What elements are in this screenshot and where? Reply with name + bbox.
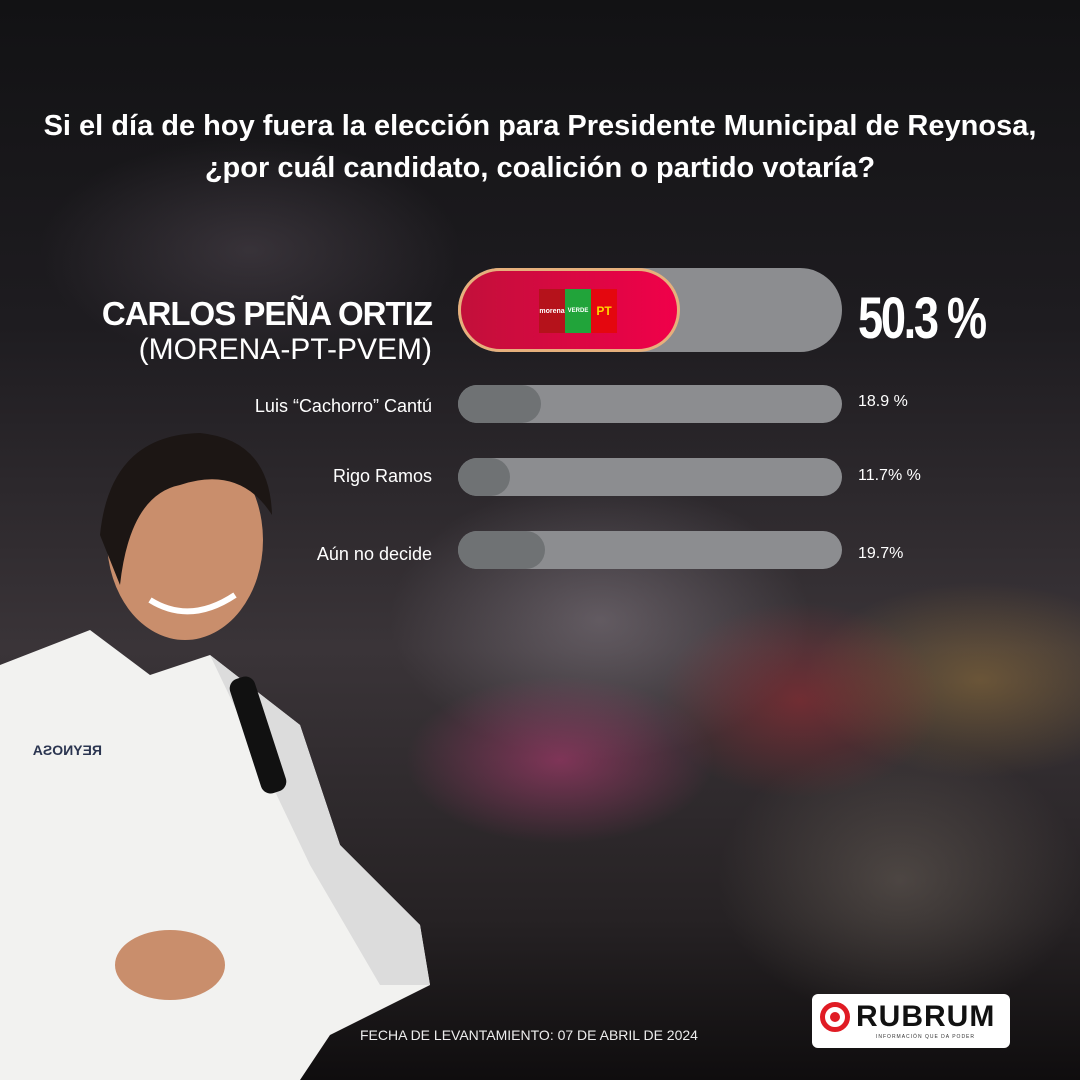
bar-track bbox=[458, 458, 842, 496]
bar-fill bbox=[458, 385, 542, 423]
target-icon bbox=[820, 1002, 850, 1032]
bar-value-label: 18.9 % bbox=[858, 393, 908, 410]
bar-track bbox=[458, 385, 842, 423]
survey-date: FECHA DE LEVANTAMIENTO: 07 DE ABRIL DE 2… bbox=[360, 1027, 698, 1043]
bar-category-label: Luis “Cachorro” Cantú bbox=[254, 396, 432, 416]
bar-value-label: 19.7% bbox=[858, 545, 904, 562]
bar-value-label: 50.3 % bbox=[858, 286, 987, 351]
bar-fill bbox=[458, 458, 510, 496]
morena-logo: morena bbox=[539, 289, 565, 333]
verde-logo: VERDE bbox=[565, 289, 591, 333]
brand-tagline: INFORMACIÓN QUE DA PODER bbox=[876, 1034, 976, 1040]
bar-track bbox=[458, 531, 842, 569]
leader-party: (MORENA-PT-PVEM) bbox=[138, 333, 432, 366]
question-line-2: ¿por cuál candidato, coalición o partido… bbox=[204, 152, 876, 184]
brand-name: RUBRUM bbox=[856, 1000, 996, 1033]
question-line-1: Si el día de hoy fuera la elección para … bbox=[43, 110, 1037, 142]
bar-category-label: Rigo Ramos bbox=[332, 466, 432, 486]
leader-name: CARLOS PEÑA ORTIZ bbox=[101, 295, 433, 332]
bar-fill-leader: morena VERDE PT bbox=[458, 268, 681, 352]
poll-question: Si el día de hoy fuera la elección para … bbox=[0, 105, 1080, 189]
bar-fill bbox=[458, 531, 545, 569]
party-logos: morena VERDE PT bbox=[539, 289, 617, 333]
bar-value-label: 11.7% % bbox=[858, 467, 921, 484]
pt-logo: PT bbox=[591, 289, 617, 333]
svg-text:REYNOSA: REYNOSA bbox=[33, 742, 102, 758]
candidate-photo: REYNOSA bbox=[0, 433, 430, 1080]
bar-track: morena VERDE PT bbox=[458, 268, 842, 352]
rubrum-logo: RUBRUM INFORMACIÓN QUE DA PODER bbox=[812, 994, 1010, 1048]
bar-category-label: Aún no decide bbox=[316, 544, 432, 564]
